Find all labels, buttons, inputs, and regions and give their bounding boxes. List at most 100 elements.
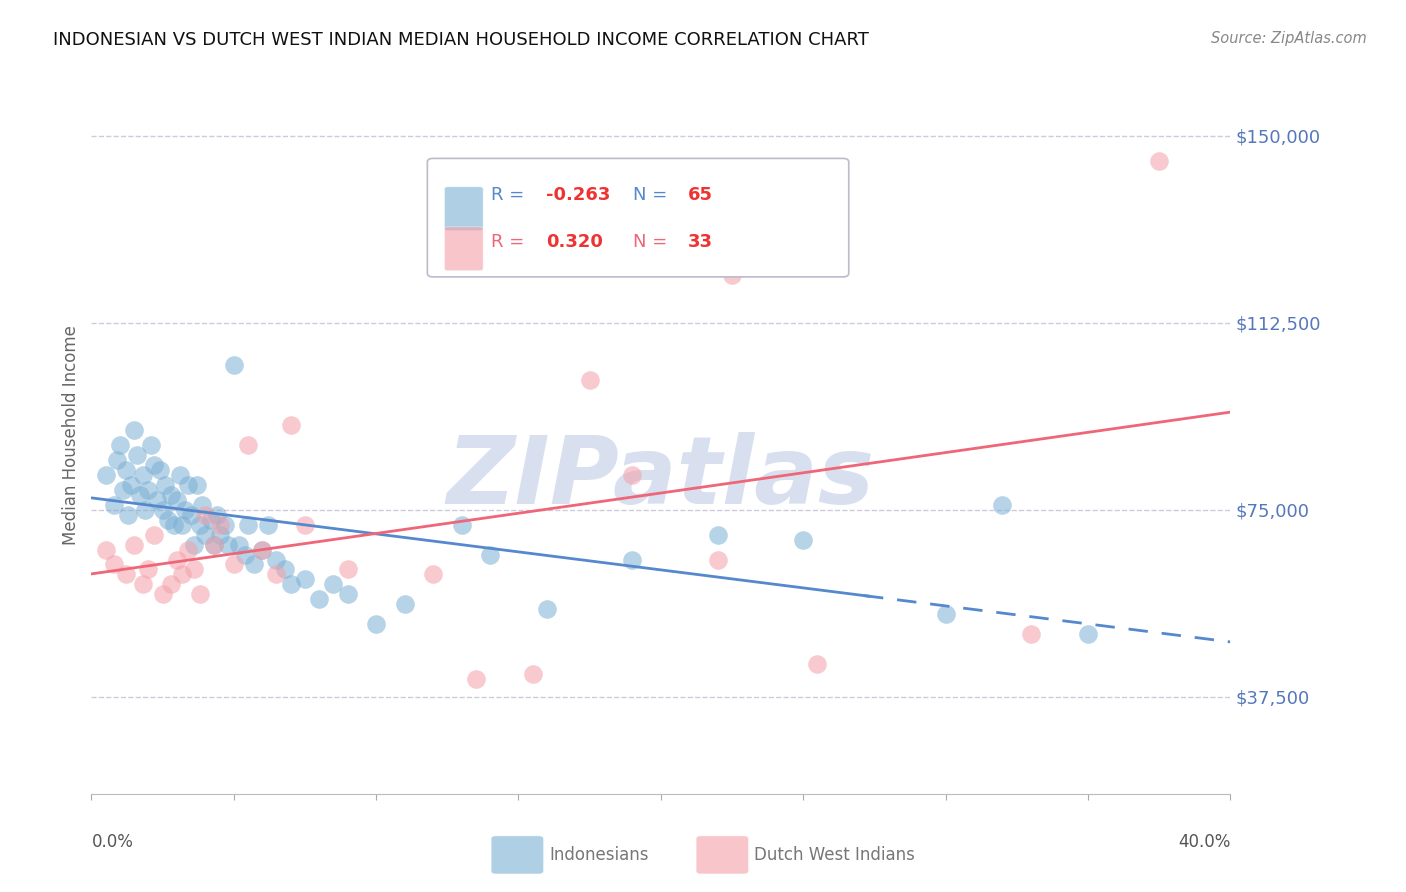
Point (166, 552, 188, 566)
Point (280, 417, 302, 432)
Point (250, 542, 273, 557)
Point (138, 483, 160, 497)
Point (157, 513, 180, 527)
Point (125, 448, 148, 462)
FancyBboxPatch shape (444, 186, 484, 231)
FancyBboxPatch shape (444, 227, 484, 270)
Point (364, 617, 387, 632)
Point (208, 527, 231, 541)
FancyBboxPatch shape (696, 836, 748, 874)
Point (422, 567, 444, 582)
Point (236, 517, 259, 532)
Point (222, 558, 245, 572)
Text: 0.320: 0.320 (546, 233, 603, 252)
Point (621, 552, 644, 566)
Point (163, 517, 186, 532)
Text: 33: 33 (688, 233, 713, 252)
Point (117, 508, 139, 522)
FancyBboxPatch shape (491, 836, 544, 874)
Point (202, 537, 225, 551)
Text: R =: R = (491, 233, 536, 252)
Point (706, 527, 728, 541)
Point (174, 502, 197, 516)
Point (266, 552, 288, 566)
Point (792, 533, 814, 547)
Point (152, 502, 174, 516)
Point (114, 567, 136, 582)
Point (478, 548, 502, 562)
Point (188, 517, 211, 532)
Text: N =: N = (634, 186, 673, 204)
Point (146, 492, 169, 507)
Point (160, 577, 183, 591)
Point (274, 562, 297, 576)
Point (186, 477, 208, 491)
Text: 65: 65 (688, 186, 713, 204)
Point (103, 558, 125, 572)
Point (236, 438, 259, 452)
Point (450, 517, 472, 532)
Point (222, 358, 245, 372)
Point (114, 463, 136, 477)
Point (94, 542, 117, 557)
Point (621, 467, 644, 482)
Point (143, 458, 166, 472)
Point (191, 498, 214, 512)
Point (578, 373, 600, 387)
Point (228, 537, 250, 551)
Point (250, 542, 273, 557)
Point (336, 562, 359, 576)
Text: 40.0%: 40.0% (1178, 833, 1230, 851)
Point (322, 577, 344, 591)
Point (122, 423, 145, 437)
Point (128, 488, 150, 502)
Point (160, 488, 183, 502)
Point (200, 513, 222, 527)
Point (177, 477, 200, 491)
Point (464, 672, 486, 686)
Point (205, 508, 228, 522)
Point (149, 463, 172, 477)
Point (134, 502, 156, 516)
Point (103, 498, 125, 512)
Point (294, 517, 316, 532)
Y-axis label: Median Household Income: Median Household Income (62, 325, 80, 545)
Point (138, 562, 160, 576)
Point (194, 508, 217, 522)
Point (536, 602, 558, 616)
Point (143, 527, 166, 541)
Text: ZIPatlas: ZIPatlas (447, 432, 875, 524)
Point (94, 467, 117, 482)
Text: -0.263: -0.263 (546, 186, 610, 204)
Point (394, 598, 416, 612)
Point (183, 537, 205, 551)
Point (108, 438, 131, 452)
Point (721, 268, 744, 283)
Point (242, 558, 264, 572)
Text: 0.0%: 0.0% (91, 833, 134, 851)
Point (180, 508, 202, 522)
Point (280, 577, 302, 591)
Point (131, 467, 153, 482)
Point (308, 592, 330, 607)
Point (208, 517, 231, 532)
Text: Source: ZipAtlas.com: Source: ZipAtlas.com (1211, 31, 1367, 46)
Point (522, 667, 544, 681)
Point (1147, 153, 1170, 168)
Point (169, 467, 191, 482)
Point (155, 477, 177, 491)
Text: N =: N = (634, 233, 673, 252)
Point (257, 517, 280, 532)
Point (194, 527, 217, 541)
Point (294, 573, 316, 587)
Text: R =: R = (491, 186, 530, 204)
Point (336, 587, 359, 601)
Point (122, 537, 145, 551)
Point (111, 483, 134, 497)
Point (202, 537, 225, 551)
Point (188, 587, 211, 601)
FancyBboxPatch shape (427, 159, 849, 277)
Text: Indonesians: Indonesians (550, 846, 648, 864)
Point (934, 607, 956, 622)
Text: INDONESIAN VS DUTCH WEST INDIAN MEDIAN HOUSEHOLD INCOME CORRELATION CHART: INDONESIAN VS DUTCH WEST INDIAN MEDIAN H… (53, 31, 869, 49)
